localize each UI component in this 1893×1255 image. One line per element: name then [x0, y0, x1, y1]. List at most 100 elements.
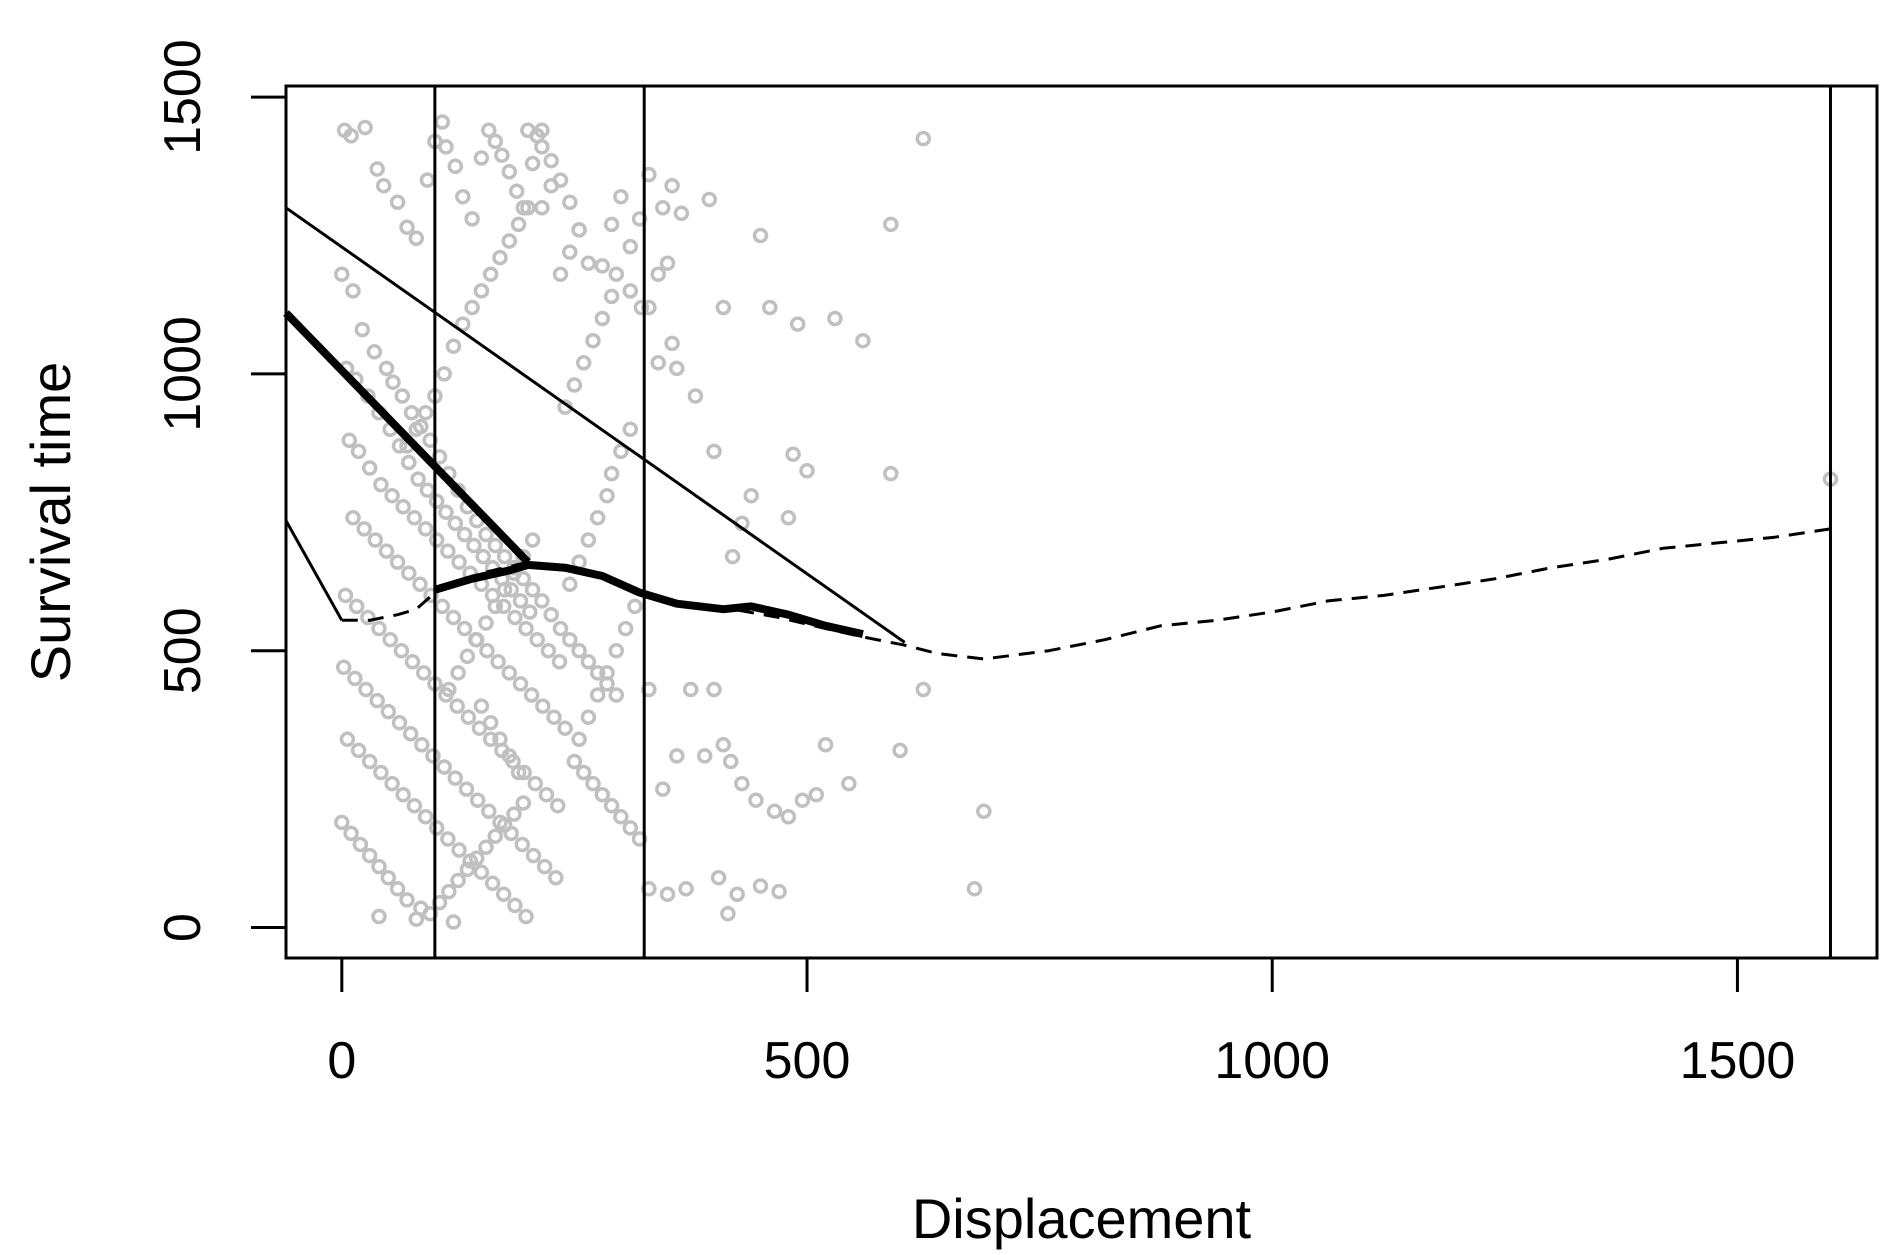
data-point	[384, 487, 400, 504]
data-point	[345, 283, 361, 299]
data-point	[585, 775, 601, 792]
data-point	[395, 786, 411, 803]
vertical-lines-layer	[433, 86, 1832, 958]
x-axis-title: Displacement	[912, 1187, 1252, 1250]
data-point	[496, 582, 513, 598]
data-point	[469, 792, 486, 808]
data-point	[380, 869, 397, 886]
data-point	[523, 687, 540, 703]
y-tick-label: 1500	[154, 39, 212, 155]
data-point	[428, 493, 445, 509]
data-point	[562, 244, 578, 260]
data-point	[780, 809, 797, 825]
data-point	[366, 344, 383, 360]
data-point	[343, 825, 359, 842]
data-point	[436, 366, 452, 382]
data-point	[771, 883, 787, 900]
data-point	[378, 360, 395, 377]
data-point	[455, 316, 471, 332]
data-point	[780, 510, 797, 526]
x-axis: 0 500 1000 1500	[327, 956, 1795, 1090]
data-point	[546, 709, 562, 725]
data-point	[482, 731, 499, 748]
data-point	[445, 338, 462, 354]
series-line-1	[285, 206, 906, 644]
data-point	[659, 886, 676, 903]
data-point	[613, 443, 629, 460]
data-point	[494, 147, 510, 163]
data-point	[603, 465, 620, 482]
data-point	[380, 703, 397, 720]
data-point	[417, 404, 434, 421]
data-point	[524, 155, 541, 172]
data-point	[673, 205, 690, 222]
data-point	[436, 759, 452, 775]
data-point	[520, 200, 536, 216]
data-point	[752, 878, 769, 894]
data-point	[402, 726, 419, 742]
data-point	[534, 593, 550, 609]
data-point	[341, 432, 358, 449]
data-point	[399, 892, 415, 908]
y-tick-label: 500	[154, 607, 212, 694]
data-point	[892, 742, 908, 759]
data-point	[369, 692, 385, 709]
data-point	[395, 499, 411, 515]
data-point	[501, 665, 518, 681]
data-point	[589, 665, 606, 681]
data-point	[710, 869, 727, 886]
data-point	[482, 266, 499, 282]
data-point	[360, 609, 376, 626]
data-point	[603, 797, 620, 814]
data-point	[841, 775, 857, 792]
data-point	[571, 731, 587, 748]
data-point	[451, 554, 467, 570]
data-point	[706, 681, 722, 698]
data-point	[484, 875, 501, 892]
data-point	[724, 548, 741, 565]
data-point	[682, 681, 699, 698]
data-point	[350, 742, 367, 759]
y-tick-label: 0	[154, 913, 212, 942]
data-point	[503, 582, 519, 598]
data-point	[459, 861, 476, 878]
data-point	[516, 764, 532, 781]
data-point	[406, 797, 423, 814]
data-point	[571, 222, 587, 238]
data-point	[512, 676, 529, 692]
data-point	[548, 869, 564, 886]
data-point	[669, 360, 685, 377]
data-point	[466, 537, 482, 554]
data-point	[408, 230, 425, 247]
data-point	[580, 255, 597, 271]
data-point	[664, 177, 680, 194]
data-point	[361, 847, 378, 864]
data-point	[403, 404, 420, 421]
data-point	[552, 620, 569, 637]
y-axis: 0 500 1000 1500	[154, 39, 288, 942]
data-point	[720, 905, 736, 922]
data-point	[608, 642, 625, 659]
data-point	[966, 881, 983, 897]
data-point	[481, 122, 497, 139]
data-point	[562, 194, 578, 211]
data-point	[438, 504, 454, 521]
data-point	[356, 521, 372, 537]
data-point	[664, 335, 680, 352]
data-point	[414, 737, 430, 753]
data-point	[515, 795, 532, 811]
data-point	[447, 158, 464, 175]
data-point	[734, 775, 750, 792]
y-tick-label: 1000	[154, 316, 212, 432]
data-point	[669, 748, 685, 764]
data-point	[389, 554, 406, 570]
data-point	[391, 714, 408, 731]
data-point	[613, 188, 629, 205]
data-point	[410, 471, 426, 487]
data-point	[417, 809, 434, 825]
data-point	[449, 698, 465, 714]
data-point	[357, 119, 373, 136]
series-layer	[283, 206, 1831, 661]
data-point	[478, 839, 494, 856]
